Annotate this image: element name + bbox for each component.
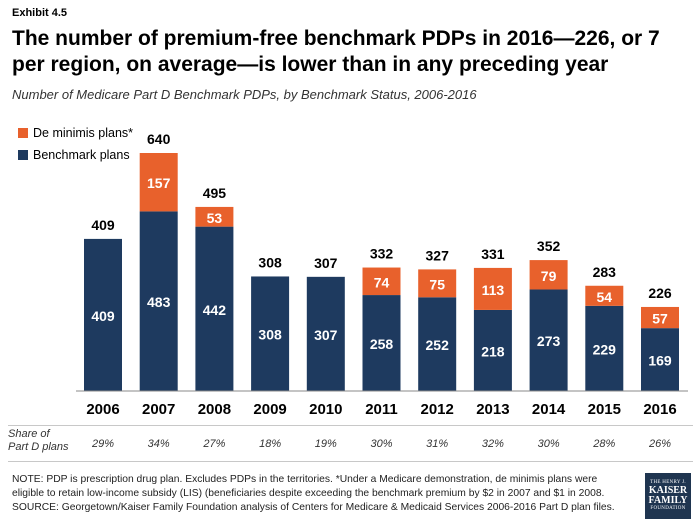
- value-label-benchmark-2014: 273: [537, 333, 561, 349]
- value-label-deminimis-2016: 57: [652, 311, 668, 327]
- share-value-2012: 31%: [426, 438, 448, 450]
- value-label-benchmark-2009: 308: [258, 327, 282, 343]
- note-line2: eligible to retain low-income subsidy (L…: [12, 488, 605, 499]
- total-label-2009: 308: [258, 254, 282, 270]
- x-tick-label-2006: 2006: [86, 401, 119, 418]
- x-tick-label-2007: 2007: [142, 401, 175, 418]
- legend-label-benchmark: Benchmark plans: [33, 148, 130, 162]
- x-tick-label-2014: 2014: [532, 401, 566, 418]
- bar-benchmark-2011: [362, 295, 401, 391]
- bar-deminimis-2008: [195, 206, 234, 227]
- footnote: NOTE: PDP is prescription drug plan. Exc…: [12, 473, 632, 515]
- x-tick-label-2015: 2015: [588, 401, 621, 418]
- bar-deminimis-2011: [362, 267, 401, 296]
- divider-top: [8, 425, 693, 426]
- bar-benchmark-2007: [139, 211, 178, 391]
- x-tick-label-2011: 2011: [365, 401, 398, 418]
- x-tick-label-2009: 2009: [253, 401, 286, 418]
- x-tick-label-2016: 2016: [643, 401, 676, 418]
- bar-deminimis-2015: [585, 285, 624, 306]
- x-tick-label-2012: 2012: [421, 401, 454, 418]
- total-label-2011: 332: [370, 246, 394, 262]
- chart-subtitle: Number of Medicare Part D Benchmark PDPs…: [12, 87, 477, 102]
- total-label-2008: 495: [203, 185, 227, 201]
- total-label-2010: 307: [314, 255, 338, 271]
- exhibit-label: Exhibit 4.5: [12, 7, 68, 19]
- bar-deminimis-2016: [641, 306, 679, 329]
- share-value-2008: 27%: [202, 438, 225, 450]
- total-label-2015: 283: [593, 264, 617, 280]
- chart-title: The number of premium-free benchmark PDP…: [12, 27, 660, 76]
- share-value-2010: 19%: [315, 438, 337, 450]
- total-label-2016: 226: [648, 285, 672, 301]
- total-label-2006: 409: [91, 217, 115, 233]
- logo-line2: KAISER: [648, 485, 688, 496]
- bar-deminimis-2013: [473, 267, 512, 310]
- legend-label-deminimis: De minimis plans*: [33, 126, 134, 140]
- share-value-2015: 28%: [592, 438, 615, 450]
- legend-swatch-deminimis: [18, 128, 28, 138]
- share-row-label: Share of Part D plans: [8, 428, 69, 454]
- kff-logo: THE HENRY J. KAISER FAMILY FOUNDATION: [645, 473, 691, 519]
- bar-benchmark-2008: [195, 226, 234, 391]
- value-label-deminimis-2015: 54: [597, 289, 613, 305]
- share-value-2013: 32%: [482, 438, 504, 450]
- value-label-deminimis-2007: 157: [147, 175, 171, 191]
- note-line1: NOTE: PDP is prescription drug plan. Exc…: [12, 474, 598, 485]
- x-tick-label-2008: 2008: [198, 401, 231, 418]
- share-value-2009: 18%: [259, 438, 281, 450]
- divider-bottom: [8, 461, 693, 462]
- bar-benchmark-2013: [473, 309, 512, 391]
- legend-item-deminimis: De minimis plans*: [18, 122, 133, 144]
- logo-line3: FAMILY: [648, 495, 688, 506]
- bar-deminimis-2012: [418, 269, 457, 298]
- value-label-benchmark-2010: 307: [314, 327, 338, 343]
- bar-benchmark-2014: [529, 289, 568, 391]
- share-value-2011: 30%: [370, 438, 392, 450]
- legend: De minimis plans* Benchmark plans: [18, 122, 133, 166]
- bar-benchmark-2016: [641, 328, 679, 391]
- share-value-2006: 29%: [91, 438, 114, 450]
- value-label-benchmark-2007: 483: [147, 294, 171, 310]
- legend-swatch-benchmark: [18, 150, 28, 160]
- legend-item-benchmark: Benchmark plans: [18, 144, 133, 166]
- bar-benchmark-2009: [251, 276, 290, 391]
- share-label-line2: Part D plans: [8, 441, 69, 453]
- x-tick-label-2013: 2013: [476, 401, 509, 418]
- logo-line4: FOUNDATION: [650, 506, 686, 511]
- bar-deminimis-2014: [529, 260, 568, 290]
- share-value-2007: 34%: [148, 438, 170, 450]
- x-tick-label-2010: 2010: [309, 401, 342, 418]
- total-label-2014: 352: [537, 238, 561, 254]
- bar-deminimis-2007: [139, 153, 178, 212]
- value-label-deminimis-2014: 79: [541, 268, 557, 284]
- total-label-2013: 331: [481, 246, 505, 262]
- bar-benchmark-2006: [84, 238, 122, 391]
- source-line: SOURCE: Georgetown/Kaiser Family Foundat…: [12, 502, 615, 513]
- logo-line1: THE HENRY J.: [650, 480, 686, 485]
- value-label-benchmark-2016: 169: [648, 353, 672, 369]
- value-label-benchmark-2006: 409: [91, 308, 115, 324]
- share-label-line1: Share of: [8, 428, 50, 440]
- total-label-2012: 327: [426, 247, 450, 263]
- value-label-deminimis-2013: 113: [482, 282, 505, 298]
- value-label-benchmark-2013: 218: [481, 343, 505, 359]
- share-value-2014: 30%: [538, 438, 560, 450]
- value-label-benchmark-2015: 229: [593, 341, 617, 357]
- value-label-benchmark-2011: 258: [370, 336, 394, 352]
- value-label-deminimis-2008: 53: [207, 210, 223, 226]
- share-value-2016: 26%: [648, 438, 671, 450]
- bar-benchmark-2010: [306, 276, 345, 391]
- value-label-benchmark-2008: 442: [203, 302, 227, 318]
- value-label-deminimis-2011: 74: [374, 274, 390, 290]
- bar-benchmark-2015: [585, 305, 624, 391]
- bar-benchmark-2012: [418, 297, 457, 391]
- value-label-benchmark-2012: 252: [426, 337, 450, 353]
- value-label-deminimis-2012: 75: [429, 276, 445, 292]
- total-label-2007: 640: [147, 131, 171, 147]
- bar-chart: 409 409 2006 29% 483 157 640 2007 34% 442 53 495 200…: [76, 131, 688, 450]
